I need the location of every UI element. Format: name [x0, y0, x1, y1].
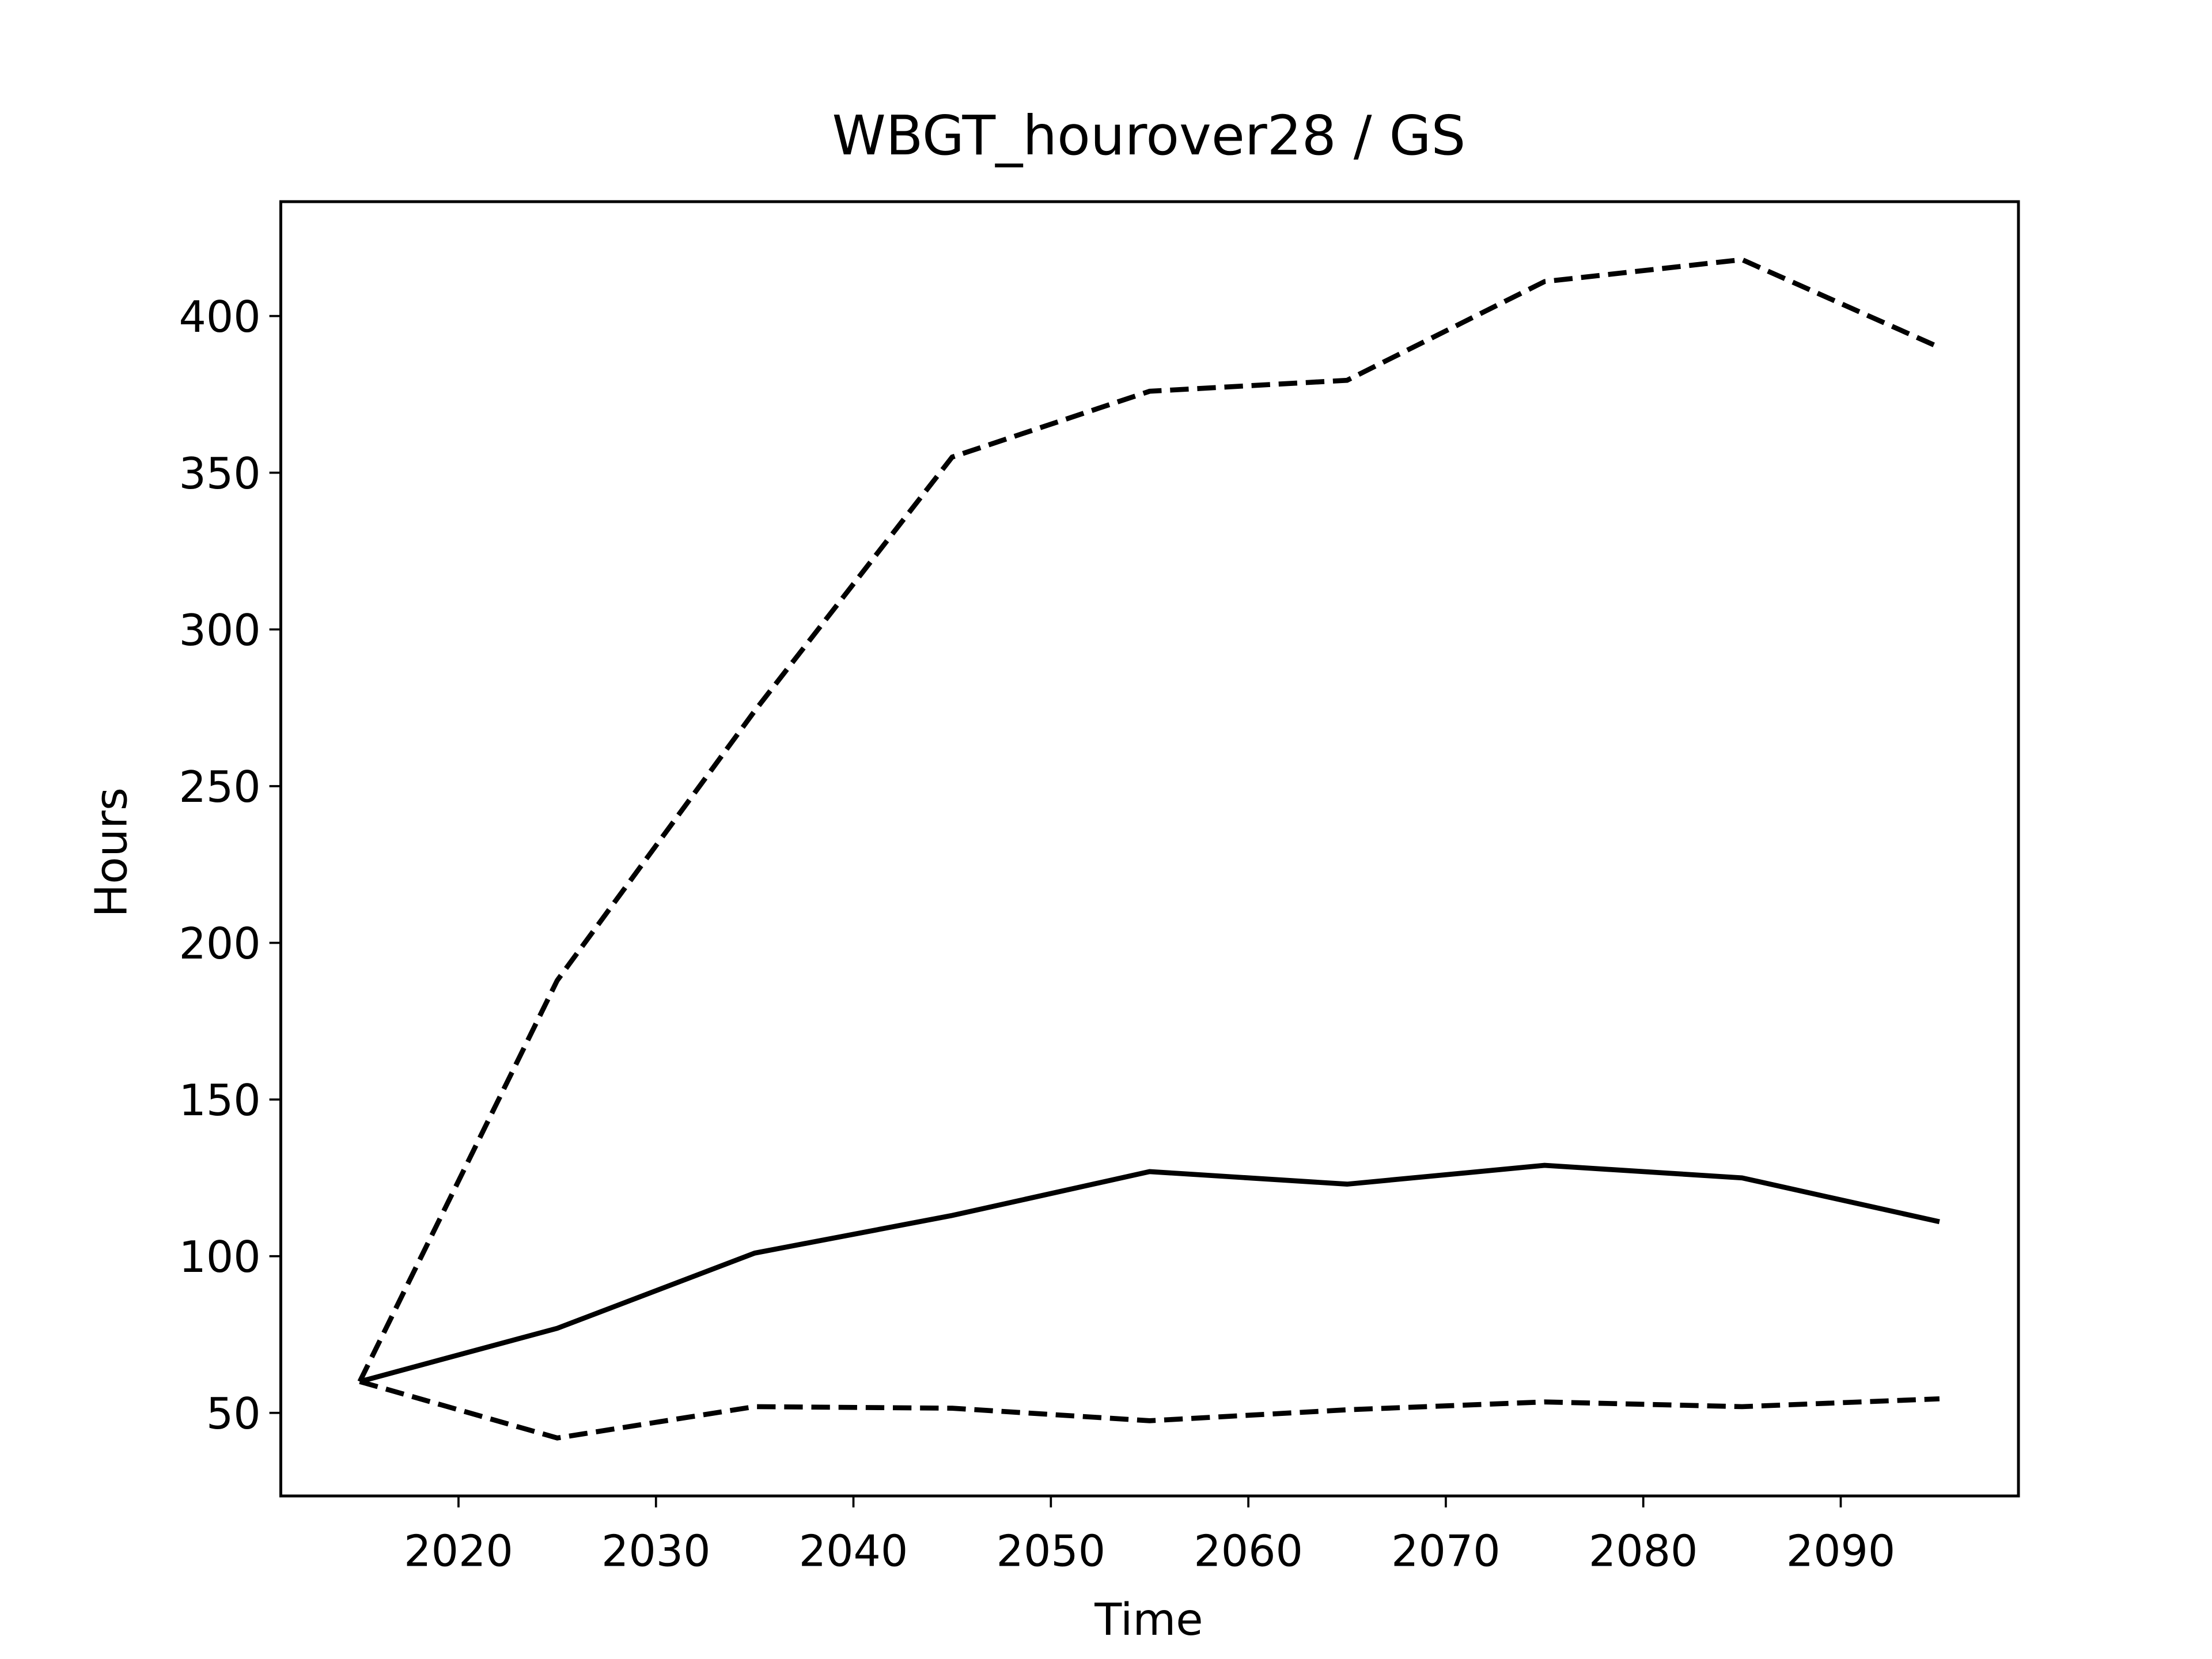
x-tick-label: 2090: [1786, 1527, 1896, 1577]
y-tick-label: 200: [179, 919, 261, 969]
y-tick-label: 100: [179, 1232, 261, 1282]
y-tick-label: 300: [179, 605, 261, 656]
y-axis-label: Hours: [86, 787, 137, 917]
x-tick-label: 2080: [1589, 1527, 1698, 1577]
line-series: [357, 257, 1941, 1383]
chart-title: WBGT_hourover28 / GS: [832, 104, 1466, 168]
x-tick-label: 2030: [601, 1527, 711, 1577]
y-tick-label: 250: [179, 762, 261, 812]
x-tick-label: 2050: [997, 1527, 1106, 1577]
x-tick-label: 2020: [404, 1527, 513, 1577]
x-tick-label: 2040: [799, 1527, 908, 1577]
plot-frame: [279, 200, 2020, 1498]
y-tick-label: 150: [179, 1075, 261, 1126]
y-tick-label: 50: [206, 1389, 261, 1439]
y-tick-label: 350: [179, 449, 261, 499]
x-tick-label: 2060: [1194, 1527, 1303, 1577]
x-axis-label: Time: [1094, 1594, 1203, 1646]
line-series: [359, 1162, 1940, 1384]
y-tick-label: 400: [179, 292, 261, 342]
x-tick-label: 2070: [1391, 1527, 1501, 1577]
line-series: [359, 1379, 1940, 1441]
